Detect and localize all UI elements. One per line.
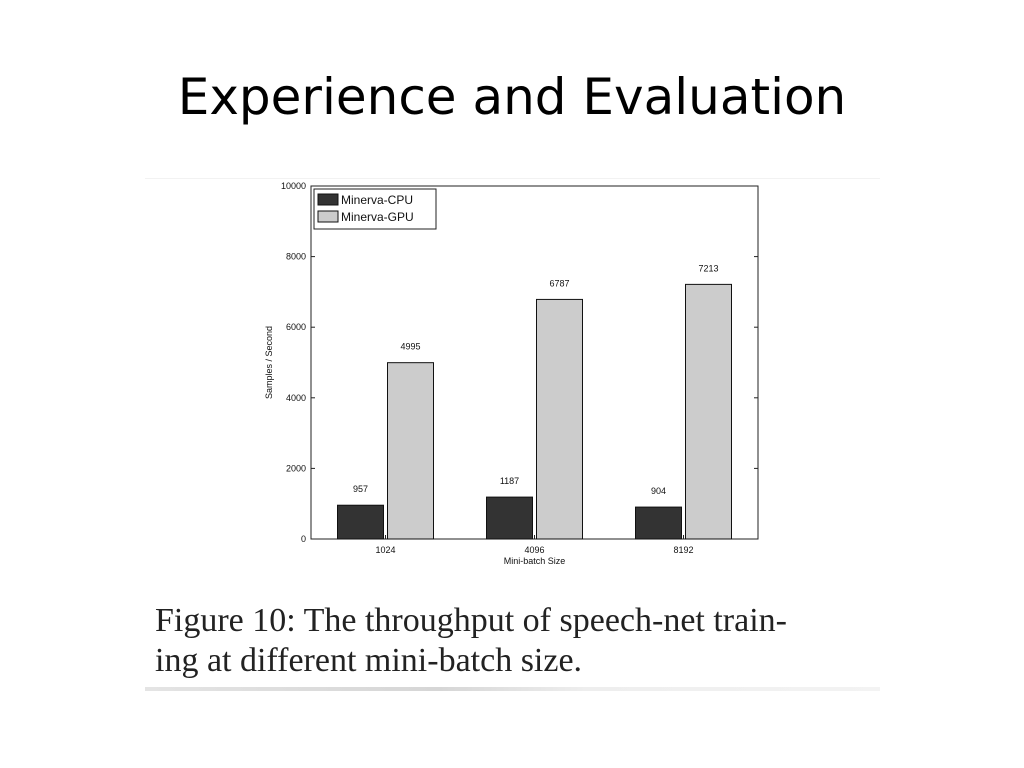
legend-swatch-minerva-cpu <box>317 193 339 206</box>
caption-line-2: ing at different mini-batch size. <box>155 642 583 679</box>
figure-panel: 0 2000 4000 6000 8000 10000 Samples / Second 10… <box>145 178 880 691</box>
y-tick-label-8000: 8000 <box>286 252 306 262</box>
bar-minerva-gpu-8192 <box>685 283 732 540</box>
y-tick-label-2000: 2000 <box>286 463 306 473</box>
caption-line-1: Figure 10: The throughput of speech-net … <box>155 602 787 639</box>
plot-frame <box>310 185 759 540</box>
bar-minerva-cpu-4096 <box>486 496 533 540</box>
data-label-minerva-cpu-8192: 904 <box>651 486 666 496</box>
y-tick-label-0: 0 <box>301 534 306 544</box>
x-axis-label: Mini-batch Size <box>504 556 566 566</box>
data-label-minerva-gpu-8192: 7213 <box>698 263 718 273</box>
slide-title: Experience and Evaluation <box>177 68 847 126</box>
bar-minerva-gpu-1024 <box>387 362 434 540</box>
bar-minerva-cpu-1024 <box>337 504 384 540</box>
x-tick-label-1024: 1024 <box>375 545 395 555</box>
legend-label-minerva-cpu: Minerva-CPU <box>341 193 413 207</box>
data-label-minerva-gpu-1024: 4995 <box>400 342 420 352</box>
y-tick-label-10000: 10000 <box>281 181 306 191</box>
data-label-minerva-cpu-1024: 957 <box>353 484 368 494</box>
legend-label-minerva-gpu: Minerva-GPU <box>341 210 414 224</box>
figure-caption: Figure 10: The throughput of speech-net … <box>155 601 875 681</box>
bar-minerva-cpu-8192 <box>635 506 682 540</box>
y-tick-label-6000: 6000 <box>286 322 306 332</box>
x-tick-label-8192: 8192 <box>673 545 693 555</box>
y-axis-label: Samples / Second <box>264 326 274 399</box>
legend-swatch-minerva-gpu <box>317 210 339 223</box>
bar-minerva-gpu-4096 <box>536 298 583 540</box>
y-tick-label-4000: 4000 <box>286 393 306 403</box>
bar-chart: 0 2000 4000 6000 8000 10000 Samples / Second 10… <box>264 181 759 566</box>
data-label-minerva-gpu-4096: 6787 <box>549 278 569 288</box>
x-tick-label-4096: 4096 <box>524 545 544 555</box>
data-label-minerva-cpu-4096: 1187 <box>500 476 519 486</box>
figure-bottom-edge <box>145 687 880 691</box>
